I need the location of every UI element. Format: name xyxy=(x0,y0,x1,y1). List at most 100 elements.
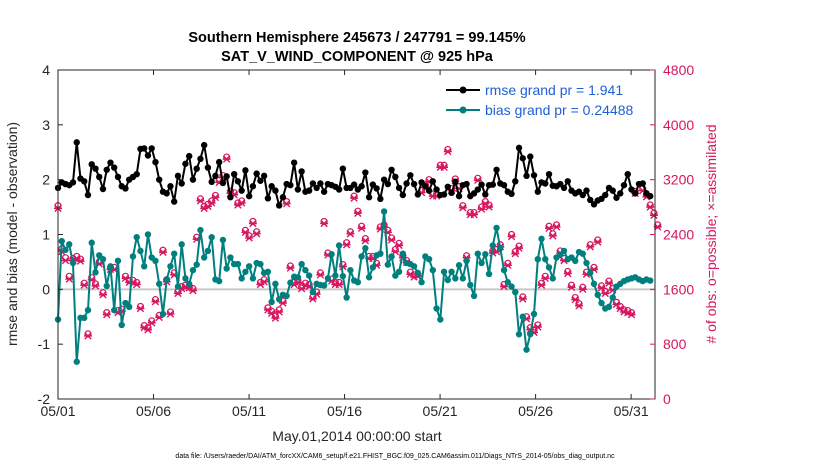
obs-assimilated-point xyxy=(316,271,325,279)
bias-point xyxy=(287,279,294,286)
y-axis-left-label: rmse and bias (model - observation) xyxy=(4,122,20,346)
obs-assimilated-point xyxy=(649,211,658,220)
bias-point xyxy=(324,275,332,282)
obs-assimilated-point xyxy=(443,147,452,156)
rmse-point xyxy=(530,172,538,179)
rmse-point xyxy=(399,191,407,199)
rmse-point xyxy=(534,188,541,195)
rmse-point xyxy=(377,195,384,203)
bias-point xyxy=(215,277,223,285)
bias-point xyxy=(249,275,257,282)
rmse-point xyxy=(358,183,365,190)
rmse-point xyxy=(260,172,268,180)
bias-point xyxy=(152,257,159,265)
obs-assimilated-point xyxy=(601,289,610,298)
bias-point xyxy=(347,266,354,274)
bias-point xyxy=(515,331,523,338)
bias-point xyxy=(362,245,369,252)
x-tick-label: 05/16 xyxy=(327,403,362,419)
obs-assimilated-point xyxy=(293,278,302,287)
bias-point xyxy=(185,280,193,288)
rmse-point xyxy=(515,144,523,152)
bias-point xyxy=(302,266,309,274)
bias-point xyxy=(320,282,328,289)
rmse-point xyxy=(335,186,343,193)
obs-assimilated-point xyxy=(147,319,156,327)
bias-point xyxy=(283,292,290,300)
bias-point xyxy=(204,247,212,255)
bias-point xyxy=(298,260,305,268)
x-tick-label: 05/21 xyxy=(423,403,458,419)
bias-point xyxy=(452,275,459,282)
rmse-point xyxy=(519,155,526,162)
obs-assimilated-point xyxy=(166,310,175,318)
rmse-point xyxy=(294,186,302,193)
legend-bias-label: bias grand pr = 0.24488 xyxy=(485,102,633,118)
obs-assimilated-point xyxy=(537,281,546,289)
rmse-point xyxy=(230,170,238,178)
bias-point xyxy=(339,272,347,280)
bias-point xyxy=(111,306,118,314)
rmse-point xyxy=(174,172,182,180)
rmse-point xyxy=(587,196,594,204)
obs-assimilated-point xyxy=(196,197,205,205)
obs-assimilated-point xyxy=(586,243,595,251)
rmse-point xyxy=(84,191,92,199)
rmse-point xyxy=(609,187,616,194)
rmse-point xyxy=(204,164,212,171)
bias-point xyxy=(500,266,508,274)
rmse-point xyxy=(253,170,260,177)
legend: rmse grand pr = 1.941 bias grand pr = 0.… xyxy=(442,80,651,120)
rmse-point xyxy=(527,153,534,160)
bias-point xyxy=(118,321,125,329)
bias-point xyxy=(530,310,538,318)
bias-point xyxy=(647,277,654,284)
obs-assimilated-point xyxy=(80,281,89,289)
bias-point xyxy=(380,208,388,215)
rmse-point xyxy=(373,185,380,192)
y-left-tick-label: -2 xyxy=(38,391,51,407)
obs-assimilated-point xyxy=(222,155,231,163)
rmse-point xyxy=(264,195,272,202)
bias-point xyxy=(549,275,556,282)
rmse-point xyxy=(92,165,99,172)
bias-point xyxy=(227,254,234,261)
obs-assimilated-point xyxy=(507,232,516,241)
obs-assimilated-point xyxy=(342,241,351,249)
obs-assimilated-point xyxy=(541,274,550,283)
rmse-point xyxy=(73,139,80,146)
obs-assimilated-point xyxy=(335,280,344,289)
rmse-point xyxy=(279,194,287,201)
rmse-point xyxy=(474,186,482,193)
bias-point xyxy=(587,269,594,277)
bias-point xyxy=(219,236,227,244)
rmse-point xyxy=(245,192,253,200)
x-axis-label: May.01,2014 00:00:00 start xyxy=(272,428,442,444)
obs-assimilated-point xyxy=(545,224,554,233)
bias-point xyxy=(354,279,362,286)
y-left-tick-label: 4 xyxy=(42,62,50,78)
obs-assimilated-point xyxy=(571,295,580,304)
rmse-point xyxy=(141,145,148,152)
x-tick-label: 05/01 xyxy=(40,403,75,419)
rmse-point xyxy=(249,183,257,190)
rmse-point xyxy=(523,172,530,180)
rmse-point xyxy=(508,190,515,198)
obs-assimilated-point xyxy=(578,285,587,294)
obs-assimilated-point xyxy=(61,256,70,265)
obs-assimilated-point xyxy=(143,326,152,334)
bias-point xyxy=(527,331,534,338)
obs-assimilated-point xyxy=(518,295,527,303)
rmse-point xyxy=(88,161,95,168)
rmse-point xyxy=(144,152,152,159)
rmse-point xyxy=(560,184,568,192)
bias-point xyxy=(358,253,365,260)
rmse-point xyxy=(257,177,264,184)
obs-assimilated-point xyxy=(83,332,92,340)
bias-point xyxy=(81,314,88,322)
bias-point xyxy=(395,268,403,275)
bias-point xyxy=(99,255,107,263)
rmse-point xyxy=(380,176,388,183)
rmse-point xyxy=(617,190,624,197)
rmse-point xyxy=(99,185,107,193)
